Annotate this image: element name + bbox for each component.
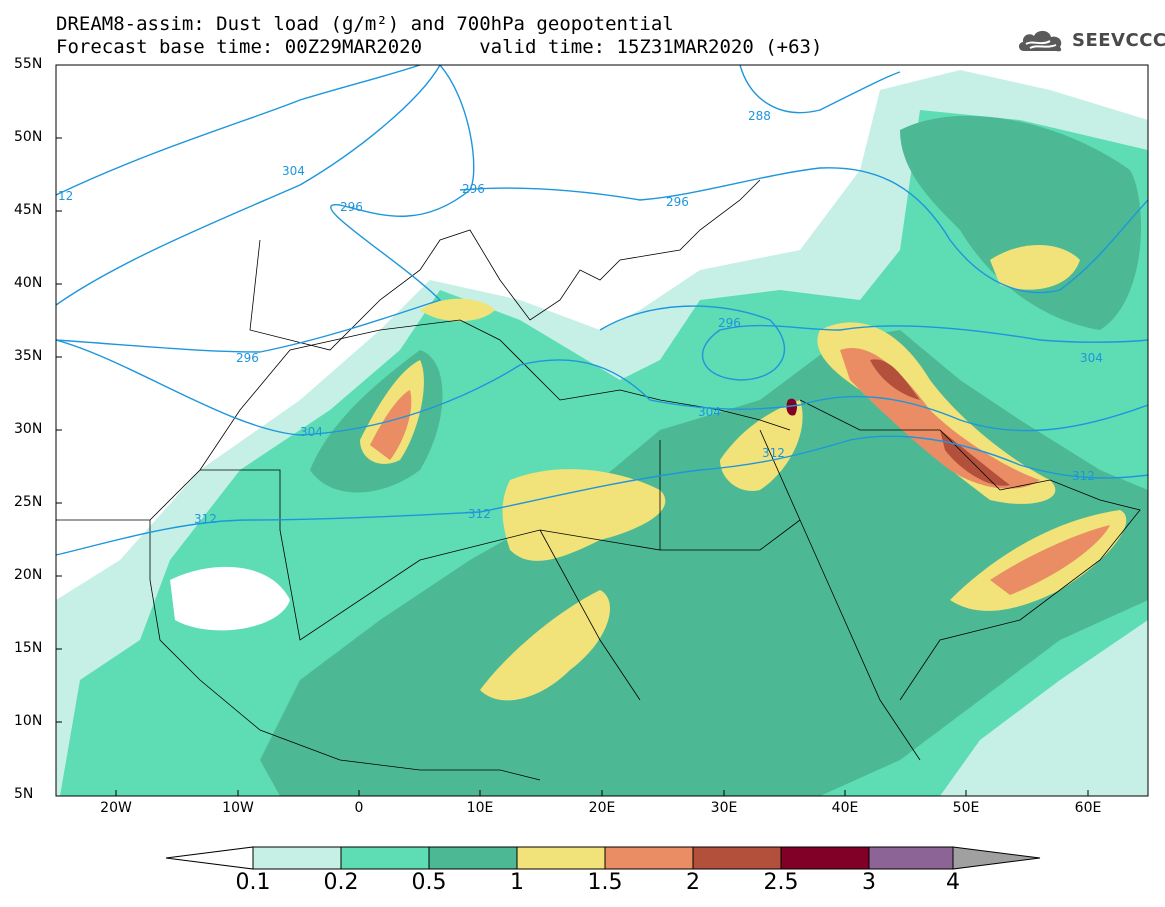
contour-288 xyxy=(739,65,901,114)
lat-label: 5N xyxy=(14,786,34,802)
colorbar-swatch xyxy=(340,846,430,870)
contour-label: 304 xyxy=(300,425,323,439)
lat-label: 45N xyxy=(14,202,43,218)
colorbar-high-arrow xyxy=(952,846,1041,870)
dust-fields xyxy=(56,70,1148,796)
colorbar-tick-label: 4 xyxy=(946,870,960,895)
colorbar xyxy=(165,846,1041,870)
colorbar-swatch xyxy=(868,846,954,870)
coastlines xyxy=(56,179,1141,781)
lat-label: 55N xyxy=(14,56,43,72)
colorbar-tick-label: 0.5 xyxy=(411,870,447,895)
forecast-times: Forecast base time: 00Z29MAR2020 valid t… xyxy=(56,36,823,58)
contour-label: 296 xyxy=(462,182,485,196)
lat-label: 50N xyxy=(14,129,43,145)
lon-label: 0 xyxy=(354,800,364,816)
contour-label: 288 xyxy=(748,109,771,123)
lon-label: 60E xyxy=(1074,800,1102,816)
contour-label: 296 xyxy=(340,200,363,214)
dust-level-2-5-levant xyxy=(786,398,798,416)
lon-label: 40E xyxy=(831,800,859,816)
contour-label: 312 xyxy=(1072,469,1095,483)
contour-label: 312 xyxy=(468,507,491,521)
lat-label: 10N xyxy=(14,713,43,729)
contour-label: 296 xyxy=(236,351,259,365)
colorbar-tick-label: 0.1 xyxy=(235,870,271,895)
colorbar-swatch xyxy=(516,846,606,870)
colorbar-swatch xyxy=(692,846,782,870)
contour-label: 312 xyxy=(194,512,217,526)
coastline-west-africa xyxy=(149,520,541,781)
geopotential-contours xyxy=(56,65,1148,556)
colorbar-tick-label: 3 xyxy=(862,870,876,895)
dust-level-2-iraq xyxy=(870,359,1010,486)
colorbar-low-arrow xyxy=(165,846,254,870)
contour-label: 304 xyxy=(282,164,305,178)
lon-label: 20E xyxy=(588,800,616,816)
dust-level-1-5-oman xyxy=(990,525,1110,595)
lat-label: 35N xyxy=(14,348,43,364)
colorbar-tick-label: 2.5 xyxy=(763,870,799,895)
dust-level-1-caspian xyxy=(990,245,1080,290)
dust-level-1-5-algeria xyxy=(370,390,412,460)
contour-label: 296 xyxy=(718,316,741,330)
lat-label: 15N xyxy=(14,640,43,656)
lat-label: 40N xyxy=(14,275,43,291)
lat-label: 20N xyxy=(14,567,43,583)
contour-label: 304 xyxy=(1080,351,1103,365)
contour-label: 312 xyxy=(762,446,785,460)
contour-312-south xyxy=(56,435,1148,556)
cloud-icon xyxy=(1018,30,1062,52)
logo-text: SEEVCCC xyxy=(1072,29,1165,51)
contour-label: 296 xyxy=(666,195,689,209)
dust-level-0-2-lake xyxy=(170,566,290,631)
contour-304-mid xyxy=(56,339,1148,436)
axis-ticks xyxy=(56,137,1089,796)
lon-label: 20W xyxy=(100,800,132,816)
colorbar-swatch xyxy=(428,846,518,870)
colorbar-tick-label: 1.5 xyxy=(587,870,623,895)
contour-296-low xyxy=(599,305,1148,381)
coastline-europe xyxy=(249,179,761,351)
contour-304-west xyxy=(56,65,441,306)
lat-label: 30N xyxy=(14,421,43,437)
lon-label: 10W xyxy=(222,800,254,816)
dust-level-1-sahara xyxy=(502,469,666,561)
seevccc-logo: SEEVCCC xyxy=(1016,26,1165,54)
dust-level-1-chad xyxy=(480,590,610,701)
coastline-red-sea xyxy=(759,429,921,761)
dust-level-1-sardinia xyxy=(420,298,495,322)
coastline-arabia xyxy=(799,399,1141,701)
contour-label: 304 xyxy=(698,405,721,419)
colorbar-swatch xyxy=(604,846,694,870)
border-lines xyxy=(200,440,801,701)
colorbar-tick-label: 1 xyxy=(510,870,524,895)
contour-312-west xyxy=(56,65,421,196)
contour-labels: 12 304 296 296 288 296 296 296 304 304 3… xyxy=(58,109,1103,526)
colorbar-swatch xyxy=(780,846,870,870)
lon-label: 30E xyxy=(710,800,738,816)
colorbar-tick-label: 2 xyxy=(686,870,700,895)
colorbar-swatch xyxy=(252,846,342,870)
lat-label: 25N xyxy=(14,494,43,510)
lon-label: 10E xyxy=(466,800,494,816)
contour-label: 12 xyxy=(58,189,73,203)
map-title: DREAM8-assim: Dust load (g/m²) and 700hP… xyxy=(56,13,674,35)
contour-296-west xyxy=(56,65,475,353)
dust-level-0-5-north xyxy=(900,115,1142,330)
colorbar-tick-label: 0.2 xyxy=(323,870,359,895)
lon-label: 50E xyxy=(952,800,980,816)
contour-296-east xyxy=(459,167,1148,294)
dust-level-1-sinai xyxy=(720,400,803,491)
